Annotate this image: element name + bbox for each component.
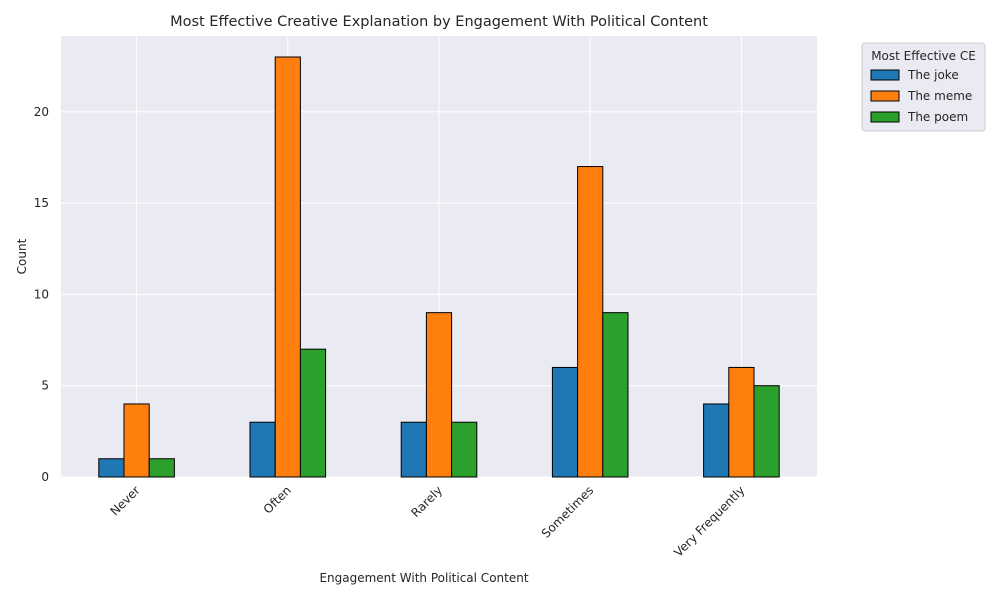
legend-label: The joke [907, 68, 959, 82]
bar-the-poem-very-frequently [753, 385, 780, 478]
bar-the-meme-rarely [425, 312, 453, 478]
legend-box [861, 42, 986, 132]
x-tick-label: Never [108, 483, 143, 518]
bar-the-joke-very-frequently [703, 403, 730, 478]
bar-the-meme-never [123, 403, 150, 478]
legend-swatch [870, 111, 900, 123]
legend-label: The poem [907, 110, 968, 124]
legend-label: The meme [907, 89, 972, 103]
bar-the-poem-sometimes [602, 312, 629, 478]
y-tick-label: 15 [34, 196, 49, 210]
legend: Most Effective CE The joke The meme The po… [861, 42, 986, 132]
bar-the-meme-very-frequently [728, 366, 755, 478]
y-tick-label: 10 [34, 287, 49, 301]
bar-the-poem-never [148, 458, 175, 478]
legend-title: Most Effective CE [871, 49, 976, 63]
legend-swatch [870, 69, 900, 81]
bar-the-joke-rarely [400, 421, 427, 478]
x-tick-label: Often [261, 483, 294, 516]
legend-swatch [870, 90, 900, 102]
y-tick-label: 5 [41, 379, 49, 393]
bar-the-meme-often [274, 56, 301, 478]
bar-the-meme-sometimes [577, 166, 604, 478]
bars [98, 56, 780, 478]
x-tick-label: Rarely [408, 483, 445, 520]
x-tick-label: Sometimes [539, 483, 597, 541]
y-axis-ticks: 0 5 10 15 20 [34, 105, 49, 484]
bar-the-poem-rarely [451, 421, 478, 478]
bar-the-joke-sometimes [551, 366, 579, 478]
x-axis-label: Engagement With Political Content [319, 571, 528, 585]
y-tick-label: 0 [41, 470, 49, 484]
chart-title: Most Effective Creative Explanation by E… [170, 14, 708, 30]
x-axis-ticks: Never Often Rarely Sometimes Very Frequently [108, 483, 748, 559]
bar-the-poem-often [299, 348, 327, 478]
y-axis-label: Count [15, 238, 29, 274]
bar-the-joke-never [98, 458, 125, 478]
bar-the-joke-often [249, 421, 276, 478]
y-tick-label: 20 [34, 105, 49, 119]
x-tick-label: Very Frequently [671, 483, 747, 559]
legend-items: The joke The meme The poem [870, 68, 972, 124]
